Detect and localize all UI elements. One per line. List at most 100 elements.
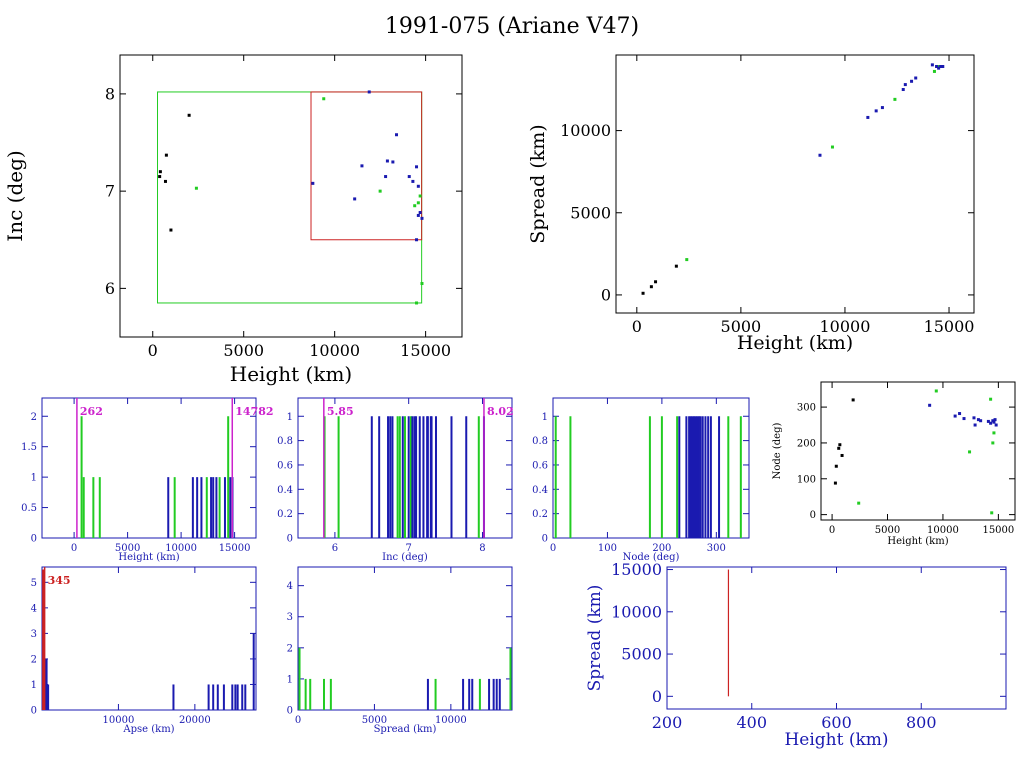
data-point bbox=[420, 216, 424, 220]
x-axis-label: Height (km) bbox=[887, 536, 948, 547]
y-tick-label: 0 bbox=[31, 534, 37, 545]
data-point bbox=[415, 301, 419, 305]
data-point bbox=[972, 416, 976, 420]
data-point bbox=[420, 282, 424, 286]
inc_vs_height-panel bbox=[119, 54, 463, 338]
data-point bbox=[194, 186, 198, 190]
data-point bbox=[928, 403, 932, 407]
x-tick-label: 8 bbox=[479, 543, 485, 554]
spread_vs_height-panel bbox=[615, 54, 975, 314]
data-point bbox=[979, 419, 983, 423]
data-point bbox=[989, 421, 993, 425]
y-tick-label: 1.5 bbox=[21, 442, 37, 453]
data-point bbox=[367, 90, 371, 94]
hist_inc-panel bbox=[297, 397, 513, 539]
data-point bbox=[838, 443, 842, 447]
plot-frame bbox=[666, 566, 1007, 710]
y-tick-label: 200 bbox=[797, 438, 816, 449]
x-axis-label: Inc (deg) bbox=[382, 552, 428, 563]
data-point bbox=[654, 280, 658, 284]
data-point bbox=[937, 66, 941, 70]
data-point bbox=[158, 170, 162, 174]
data-point bbox=[962, 417, 966, 421]
x-tick-label: 0 bbox=[829, 525, 835, 536]
x-tick-label: 0 bbox=[71, 543, 77, 554]
data-point bbox=[880, 106, 884, 110]
data-point bbox=[901, 88, 905, 92]
y-tick-label: 7 bbox=[105, 182, 115, 201]
figure-title: 1991-075 (Ariane V47) bbox=[384, 14, 640, 39]
x-tick-label: 400 bbox=[736, 713, 767, 732]
data-point bbox=[674, 264, 678, 268]
y-tick-label: 0.8 bbox=[277, 436, 293, 447]
data-point bbox=[415, 165, 419, 169]
x-tick-label: 100 bbox=[598, 543, 617, 554]
data-point bbox=[818, 153, 822, 157]
y-tick-label: 2 bbox=[31, 654, 37, 665]
x-tick-label: 5000 bbox=[721, 317, 762, 336]
plot-frame bbox=[119, 54, 463, 338]
x-tick-label: 300 bbox=[707, 543, 726, 554]
x-tick-label: 10000 bbox=[309, 341, 360, 360]
y-tick-label: 0 bbox=[542, 534, 548, 545]
range-marker-label: 5.85 bbox=[327, 405, 354, 418]
plot-frame bbox=[615, 54, 975, 314]
range-box bbox=[310, 91, 423, 241]
data-point bbox=[322, 97, 326, 101]
data-point bbox=[968, 450, 972, 454]
data-point bbox=[641, 291, 645, 295]
y-tick-label: 1 bbox=[287, 412, 293, 423]
range-marker-label: 345 bbox=[48, 574, 71, 587]
x-axis-label: Apse (km) bbox=[122, 724, 174, 735]
x-tick-label: 800 bbox=[906, 713, 937, 732]
data-point bbox=[649, 285, 653, 289]
y-tick-label: 0 bbox=[287, 706, 293, 717]
x-tick-label: 5000 bbox=[223, 341, 264, 360]
x-tick-label: 15000 bbox=[924, 317, 975, 336]
hist_height-panel bbox=[41, 397, 257, 539]
y-tick-label: 0 bbox=[31, 706, 37, 717]
x-tick-label: 6 bbox=[332, 543, 338, 554]
x-tick-label: 15000 bbox=[219, 543, 251, 554]
y-tick-label: 5 bbox=[31, 578, 37, 589]
y-tick-label: 0.2 bbox=[532, 509, 548, 520]
x-tick-label: 600 bbox=[821, 713, 852, 732]
x-axis-label: Height (km) bbox=[784, 730, 888, 750]
y-tick-label: 15000 bbox=[611, 560, 662, 579]
data-point bbox=[415, 238, 419, 242]
data-point bbox=[939, 65, 943, 69]
data-point bbox=[903, 83, 907, 87]
x-tick-label: 0 bbox=[632, 317, 642, 336]
y-tick-label: 3 bbox=[31, 629, 37, 640]
data-point bbox=[840, 453, 844, 457]
range-marker-label: 14782 bbox=[235, 405, 273, 418]
data-point bbox=[416, 184, 420, 188]
x-tick-label: 5000 bbox=[362, 715, 387, 726]
x-tick-label: 7 bbox=[406, 543, 412, 554]
data-point bbox=[407, 175, 411, 179]
data-point bbox=[395, 133, 399, 137]
data-point bbox=[953, 414, 957, 418]
x-tick-label: 0 bbox=[295, 715, 301, 726]
data-point bbox=[418, 211, 422, 215]
data-point bbox=[164, 153, 168, 157]
data-point bbox=[411, 179, 415, 183]
y-axis-label: Inc (deg) bbox=[3, 150, 27, 241]
data-point bbox=[992, 431, 996, 435]
data-point bbox=[934, 389, 938, 393]
data-point bbox=[384, 175, 388, 179]
x-tick-label: 10000 bbox=[927, 525, 959, 536]
data-point bbox=[685, 258, 689, 262]
data-point bbox=[932, 69, 936, 73]
data-point bbox=[930, 63, 934, 67]
data-point bbox=[935, 65, 939, 69]
spread_vs_height_zoom-panel bbox=[666, 566, 1007, 710]
data-point bbox=[169, 228, 173, 232]
y-tick-label: 10000 bbox=[560, 121, 611, 140]
x-tick-label: 10000 bbox=[435, 715, 467, 726]
data-point bbox=[958, 412, 962, 416]
y-tick-label: 0.8 bbox=[532, 436, 548, 447]
plot-frame bbox=[820, 381, 1016, 521]
data-point bbox=[830, 145, 834, 149]
x-tick-label: 0 bbox=[550, 543, 556, 554]
